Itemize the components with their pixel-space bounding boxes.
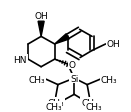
Text: CH₃: CH₃: [101, 75, 117, 84]
Text: HN: HN: [13, 55, 27, 64]
Text: CH₃: CH₃: [47, 98, 64, 107]
Text: OH: OH: [106, 40, 120, 49]
Text: OH: OH: [34, 12, 48, 20]
Text: CH₃: CH₃: [86, 102, 102, 111]
Text: CH₃: CH₃: [81, 98, 98, 107]
Text: O: O: [68, 60, 75, 69]
Text: CH₃: CH₃: [29, 75, 45, 84]
Polygon shape: [55, 34, 69, 45]
Text: CH₃: CH₃: [45, 102, 62, 111]
Text: Si: Si: [70, 74, 78, 83]
Polygon shape: [38, 22, 44, 37]
